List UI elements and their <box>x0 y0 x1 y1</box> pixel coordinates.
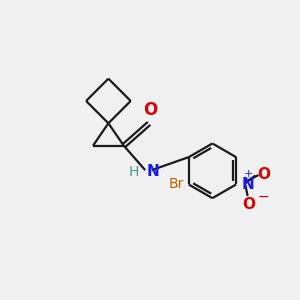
Text: N: N <box>242 177 254 192</box>
Text: +: + <box>244 169 253 179</box>
Text: −: − <box>257 190 269 204</box>
Text: O: O <box>242 197 255 212</box>
Text: Br: Br <box>169 178 184 191</box>
Text: O: O <box>257 167 270 182</box>
Text: H: H <box>128 165 139 178</box>
Text: O: O <box>143 101 158 119</box>
Text: N: N <box>146 164 159 179</box>
